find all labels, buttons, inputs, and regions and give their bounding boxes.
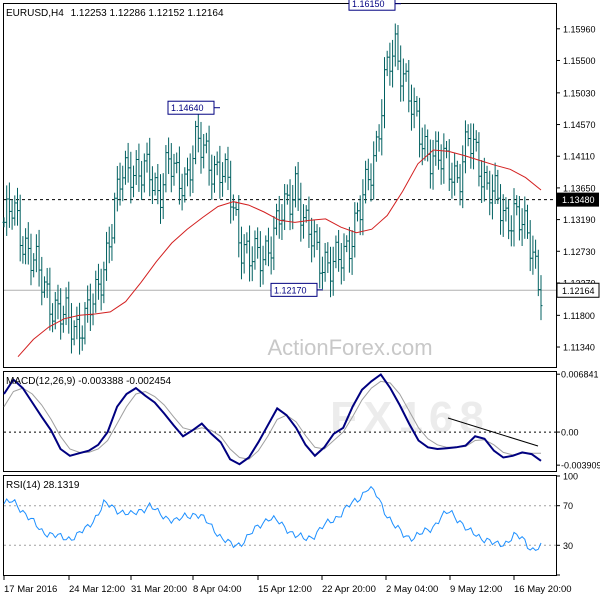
macd-tick-label: 0.00 [561,428,579,438]
macd-title: MACD(12,26,9) -0.003388 -0.002454 [6,376,172,387]
time-tick-label: 17 Mar 2016 [4,584,57,595]
macd-line [3,373,542,466]
price-panel-frame [3,3,557,368]
macd-tick-label: 0.006841 [561,370,599,380]
price-tick-label: 1.11340 [563,343,595,353]
time-tick-label: 24 Mar 12:00 [69,584,125,595]
watermark-fx168: FX168 [330,393,490,442]
price-tick-label: 1.15960 [563,24,596,34]
panel-frames [3,3,557,576]
macd-panel-frame [3,371,557,472]
rsi-tick-label: 100 [563,472,578,482]
rsi-panel-frame [3,475,557,576]
price-bars-group [2,23,543,355]
header-info: EURUSD,H4 1.12253 1.12286 1.12152 1.1216… [6,8,224,19]
rsi-line [3,485,542,551]
time-tick-label: 22 Apr 20:00 [322,584,376,595]
price-annotation-label: 1.14640 [171,103,204,113]
rsi-title: RSI(14) 28.1319 [6,480,80,491]
price-tick-label: 1.14110 [563,152,595,162]
price-annotation-label: 1.16150 [352,0,385,9]
resistance-label-box [557,192,599,207]
macd-tick-label: -0.003909 [561,461,600,471]
chart-title-symbol: EURUSD,H4 [6,8,64,19]
moving-average-line [17,149,542,358]
time-tick-label: 9 May 12:00 [450,584,502,595]
time-tick-label: 8 Apr 04:00 [193,584,242,595]
time-tick-label: 2 May 04:00 [386,584,438,595]
price-annotation-label: 1.12170 [274,285,307,295]
rsi-group: 100 70 30 [3,472,578,576]
ohlc-values: 1.12253 1.12286 1.12152 1.12164 [71,8,224,19]
rsi-tick-label: 30 [563,541,573,551]
resistance-label: 1.13480 [562,195,595,205]
moving-average-group [17,149,542,358]
price-tick-label: 1.15500 [563,56,596,66]
price-tick-label: 1.15030 [563,88,596,98]
price-tick-label: 1.12730 [563,247,596,257]
macd-group: 0.006841 0.00 -0.003909 [3,370,600,471]
watermark-actionforex: ActionForex.com [267,335,432,360]
price-tick-label: 1.13650 [563,183,596,193]
current-price-box [556,282,600,298]
rsi-tick-label: 70 [563,501,573,511]
time-tick-label: 16 May 20:00 [514,584,572,595]
current-price-label: 1.12164 [562,286,595,296]
price-tick-label: 1.13190 [563,215,596,225]
time-tick-label: 31 Mar 20:00 [131,584,187,595]
price-tick-label: 1.14570 [563,120,596,130]
price-annotation-group: 1.16150 1.14640 1.12170 [167,0,401,297]
price-tick-label: 1.11800 [563,311,595,321]
time-tick-label: 15 Apr 12:00 [258,584,312,595]
time-axis-ticks: 17 Mar 2016 24 Mar 12:00 31 Mar 20:00 8 Apr… [3,575,572,595]
macd-trendline [447,417,539,447]
